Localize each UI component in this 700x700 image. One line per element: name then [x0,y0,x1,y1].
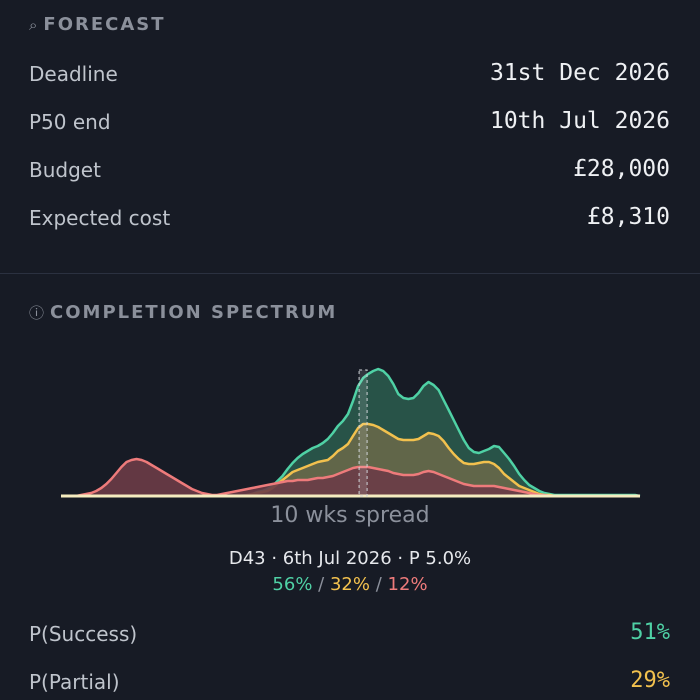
forecast-row-deadline: Deadline 31st Dec 2026 [29,60,670,92]
forecast-row-budget: Budget £28,000 [29,156,670,188]
info-icon: ⓘ [29,304,45,322]
stat-partial: P(Partial) 29% [29,668,670,700]
p-partial-label: P(Partial) [29,670,120,694]
p50-label: P50 end [29,110,111,134]
deadline-label: Deadline [29,62,118,86]
expected-cost-label: Expected cost [29,206,171,230]
date-marker[interactable] [358,369,368,497]
forecast-row-p50: P50 end 10th Jul 2026 [29,108,670,140]
forecast-header: ⌕ FORECAST [29,14,166,35]
p-success-value: 51% [630,620,670,645]
spectrum-header: ⓘ COMPLETION SPECTRUM [29,302,337,323]
forecast-row-expected-cost: Expected cost £8,310 [29,204,670,236]
forecast-title: FORECAST [43,14,166,35]
stat-success: P(Success) 51% [29,620,670,652]
spread-label: 10 wks spread [270,503,430,528]
budget-value: £28,000 [573,156,670,182]
pct-separator: / [318,574,325,595]
outcome-percentages: 56% / 32% / 12% [0,574,700,595]
pct-partial: 32% [329,574,370,595]
p50-value: 10th Jul 2026 [489,108,670,134]
search-icon: ⌕ [29,16,38,34]
completion-spectrum-chart [61,367,641,498]
pct-separator: / [375,574,382,595]
p-partial-value: 29% [630,668,670,693]
budget-label: Budget [29,158,101,182]
expected-cost-value: £8,310 [586,204,670,230]
deadline-value: 31st Dec 2026 [489,60,670,86]
pct-fail: 12% [387,574,428,595]
area-partial [61,424,640,496]
spectrum-title: COMPLETION SPECTRUM [50,302,338,323]
marker-info: D43 · 6th Jul 2026 · P 5.0% [228,548,472,569]
p-success-label: P(Success) [29,622,138,646]
pct-success: 56% [272,574,313,595]
section-divider [0,273,700,274]
